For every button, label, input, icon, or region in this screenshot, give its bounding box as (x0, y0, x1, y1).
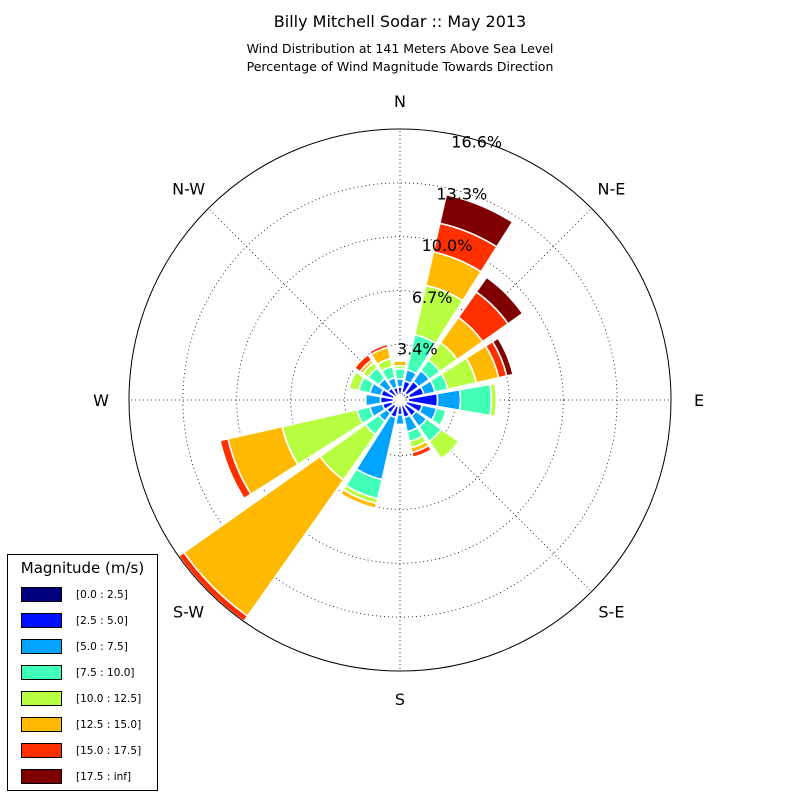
direction-label-n-w: N-W (172, 180, 205, 199)
grid-ring-3 (236, 236, 564, 564)
legend-swatch (21, 665, 62, 680)
direction-label-s-e: S-E (598, 602, 624, 621)
ring-labels: 3.4% 6.7% 10.0% 13.3% 16.6% (397, 132, 502, 358)
wind-rose-bars (177, 193, 524, 623)
bar-315-bin-6 (353, 353, 373, 373)
bar-270-bin-2 (364, 393, 382, 407)
bar-292_5-bin-4 (348, 370, 366, 392)
legend-label: [5.0 : 7.5] (76, 641, 128, 653)
bar-180-bin-4 (394, 424, 406, 429)
chart-title: Billy Mitchell Sodar :: May 2013 (273, 12, 527, 31)
direction-label-e: E (694, 391, 704, 410)
magnitude-legend: Magnitude (m/s) [0.0 : 2.5] [2.5 : 5.0] [5… (7, 554, 158, 791)
legend-swatch (21, 717, 62, 732)
bar-90-bin-3 (458, 383, 493, 417)
legend-label: [12.5 : 15.0] (76, 719, 142, 731)
bar-22_5-bin-7 (438, 193, 514, 248)
direction-labels: N N-E E S-E S S-W W N-W (93, 92, 704, 709)
legend-swatch (21, 691, 62, 706)
legend-label: [0.0 : 2.5] (76, 589, 128, 601)
grid-ring-4 (182, 182, 618, 618)
ring-label-2: 6.7% (412, 288, 453, 307)
grid-ring-2 (290, 290, 510, 510)
legend-swatch (21, 639, 62, 654)
polar-frame (128, 128, 672, 672)
chart-subtitle-line-1: Wind Distribution at 141 Meters Above Se… (246, 41, 554, 56)
direction-label-w: W (93, 391, 109, 410)
bar-112_5-bin-4 (438, 409, 449, 428)
bar-0-bin-6 (392, 358, 408, 363)
legend-label: [2.5 : 5.0] (76, 615, 128, 627)
legend-swatch (21, 587, 62, 602)
bar-0-bin-3 (393, 368, 407, 381)
direction-label-n-e: N-E (597, 180, 625, 199)
bar-247_5-bin-6 (219, 437, 253, 500)
bar-45-bin-7 (475, 276, 524, 325)
bar-337_5-bin-6 (368, 343, 390, 356)
chart-subtitle-line-2: Percentage of Wind Magnitude Towards Dir… (246, 59, 554, 74)
bar-202_5-bin-5 (339, 488, 378, 510)
ring-label-5: 16.6% (451, 132, 502, 151)
legend-swatch (21, 613, 62, 628)
legend-label: [10.0 : 12.5] (76, 693, 142, 705)
ring-label-1: 3.4% (397, 340, 438, 359)
bar-157_5-bin-6 (410, 444, 433, 459)
direction-label-s-w: S-W (173, 602, 204, 621)
bar-90-bin-2 (436, 388, 462, 412)
legend-label: [15.0 : 17.5] (76, 745, 142, 757)
legend-swatch (21, 769, 62, 784)
direction-label-n: N (394, 92, 406, 111)
legend-swatch (21, 743, 62, 758)
legend-label: [17.5 : inf] (76, 771, 132, 783)
bar-135-bin-4 (428, 428, 460, 460)
ring-label-3: 10.0% (422, 236, 473, 255)
legend-title: Magnitude (m/s) (20, 559, 145, 577)
ring-label-4: 13.3% (436, 184, 487, 203)
direction-label-s: S (395, 690, 405, 709)
legend-label: [7.5 : 10.0] (76, 667, 135, 679)
bar-90-bin-4 (489, 382, 498, 418)
bar-67_5-bin-7 (491, 336, 515, 377)
